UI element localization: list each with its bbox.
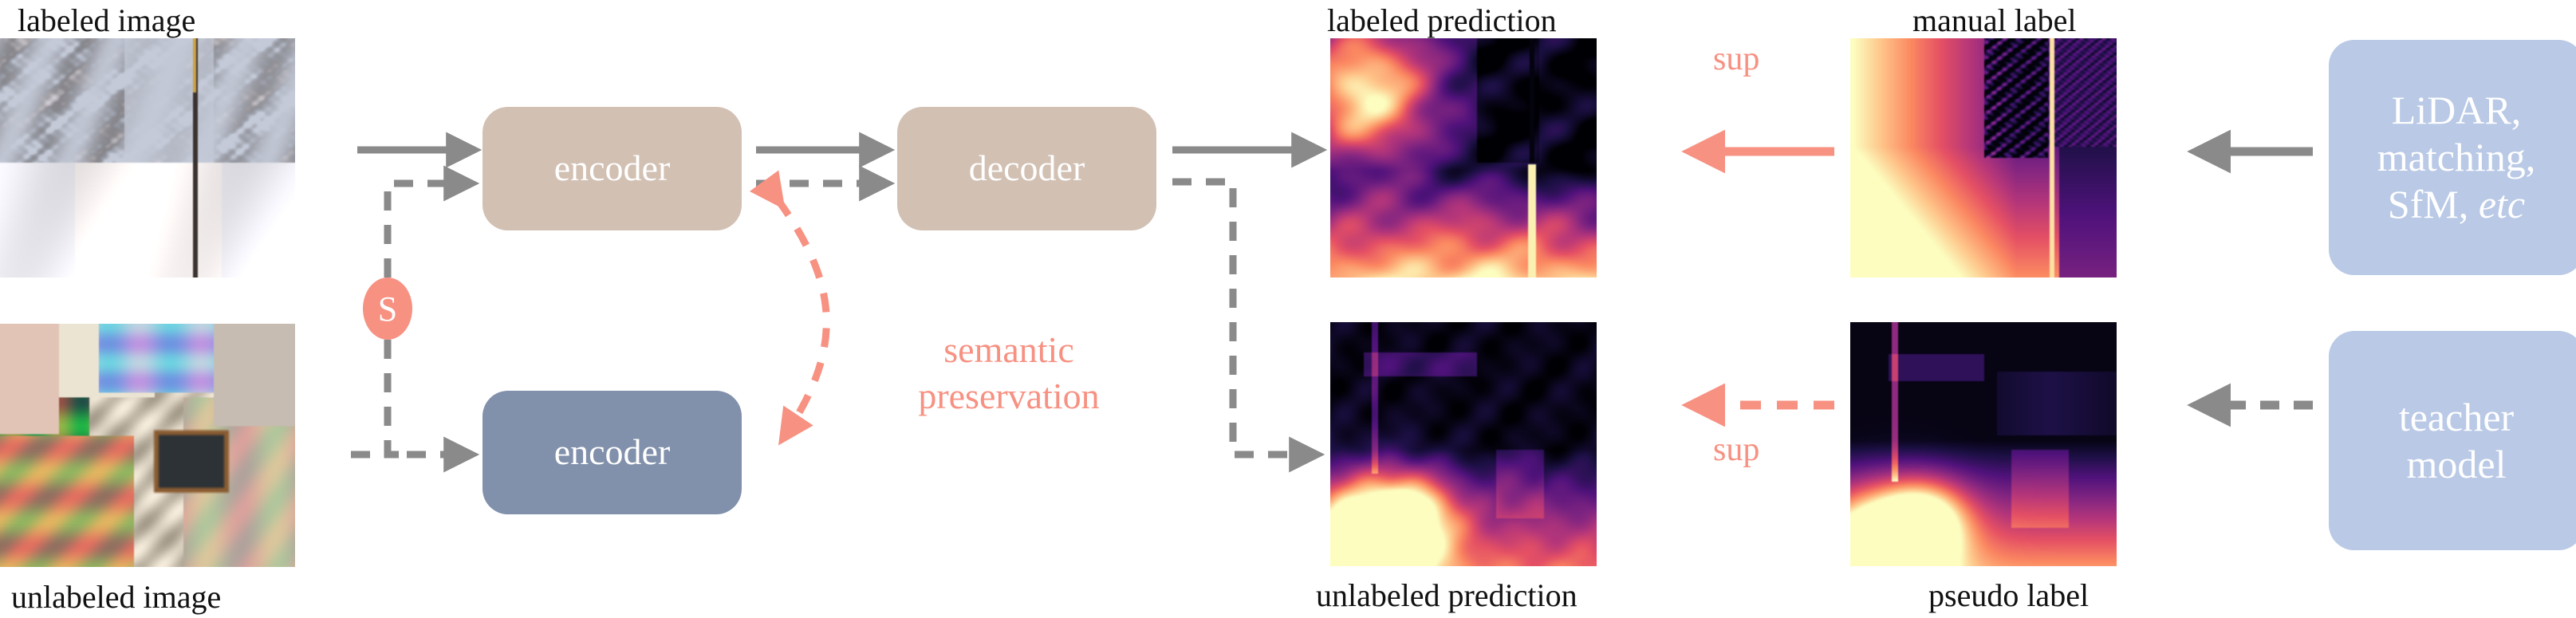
arrow-share-to-encoder-unlabeled — [384, 340, 480, 473]
manual-label-depthmap — [1850, 38, 2117, 278]
lidar-line-3: SfM, etc — [2388, 181, 2525, 228]
lidar-line-1: LiDAR, — [2391, 88, 2522, 132]
edge-label-semantic-preservation: semantic preservation — [918, 329, 1100, 416]
node-encoder-labeled-label: encoder — [553, 148, 671, 189]
teacher-line-2: model — [2406, 441, 2507, 486]
arrow-share-to-encoder-labeled — [384, 165, 480, 278]
arrow-decoder-to-unlabeled-prediction — [1172, 178, 1325, 473]
node-decoder-label: decoder — [968, 148, 1085, 189]
caption-labeled-image: labeled image — [18, 2, 196, 38]
node-teacher-model[interactable]: teacher model — [2329, 331, 2576, 550]
node-shared-weights-marker[interactable]: S — [363, 278, 412, 340]
caption-unlabeled-image: unlabeled image — [11, 579, 222, 615]
edge-label-sup-top: sup — [1713, 41, 1760, 77]
lidar-line-3-plain: SfM, — [2387, 182, 2479, 226]
pseudo-label-depthmap — [1850, 322, 2117, 566]
arrow-semantic-preservation — [749, 170, 830, 446]
lidar-line-2: matching, — [2377, 135, 2536, 179]
node-lidar-sources[interactable]: LiDAR, matching, SfM, etc — [2329, 40, 2576, 275]
caption-labeled-prediction: labeled prediction — [1327, 2, 1557, 38]
edge-label-sup-bottom: sup — [1713, 431, 1760, 468]
labeled-image-thumbnail — [0, 38, 295, 278]
node-encoder-unlabeled-label: encoder — [553, 431, 671, 473]
node-encoder-unlabeled[interactable]: encoder — [483, 391, 742, 514]
teacher-line-1: teacher — [2398, 394, 2515, 439]
labeled-prediction-depthmap — [1330, 38, 1597, 278]
unlabeled-image-thumbnail — [0, 324, 295, 567]
caption-manual-label: manual label — [1912, 2, 2077, 38]
shared-weights-letter: S — [377, 289, 398, 329]
unlabeled-prediction-depthmap — [1330, 322, 1597, 566]
caption-unlabeled-prediction: unlabeled prediction — [1316, 577, 1578, 613]
lidar-line-3-etc: etc — [2478, 182, 2526, 226]
node-decoder[interactable]: decoder — [897, 107, 1156, 230]
node-encoder-labeled[interactable]: encoder — [483, 107, 742, 230]
caption-pseudo-label: pseudo label — [1928, 577, 2090, 613]
